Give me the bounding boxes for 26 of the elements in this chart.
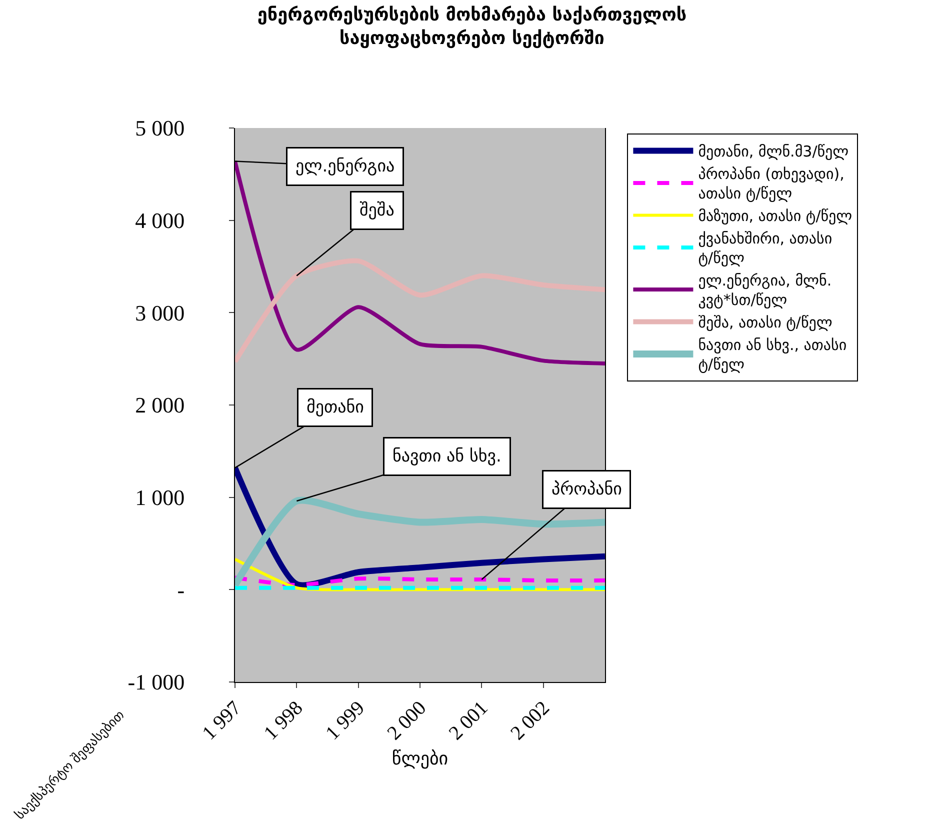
x-axis-title: წლები bbox=[392, 748, 448, 770]
y-tick-label: 5 000 bbox=[135, 116, 185, 141]
y-tick-label: 4 000 bbox=[135, 208, 185, 234]
x-tick-label: 2 001 bbox=[444, 697, 492, 744]
line-series bbox=[235, 159, 605, 366]
annotation: პროპანი bbox=[552, 480, 622, 500]
annotation: შეშა bbox=[360, 200, 394, 220]
chart-title: ენერგორესურსების მოხმარება საქართველოს საყოფაცხოვრებო სექტორში bbox=[257, 4, 687, 50]
y-tick-label: 2 000 bbox=[135, 392, 185, 418]
annotation: ელ.ენერგია bbox=[296, 156, 395, 176]
x-tick-label: 1 997 bbox=[198, 697, 246, 744]
x-tick-label: 2 000 bbox=[383, 697, 431, 744]
y-tick-label: 1 000 bbox=[135, 485, 185, 510]
x-tick-label: 1 998 bbox=[260, 697, 308, 744]
x-tick-label: 1 999 bbox=[322, 697, 369, 744]
legend-label: მეთანი, მლნ.მ3/წელ bbox=[698, 142, 849, 161]
legend-label: მაზუთი, ათასი ტ/წელ bbox=[698, 207, 852, 226]
legend-label: შეშა, ათასი ტ/წელ bbox=[698, 314, 832, 332]
annotation: მეთანი bbox=[306, 398, 364, 418]
legend-label: ნავთი ან სხვ., ათასი ტ/წელ bbox=[698, 336, 847, 374]
y-tick-label: 3 000 bbox=[135, 300, 185, 326]
annotation: ნავთი ან სხვ. bbox=[392, 446, 502, 466]
line-series bbox=[235, 576, 605, 588]
x-tick-label: 2 002 bbox=[506, 697, 554, 744]
y-tick-label: - bbox=[177, 577, 185, 602]
y-tick-label: -1 000 bbox=[128, 670, 185, 695]
